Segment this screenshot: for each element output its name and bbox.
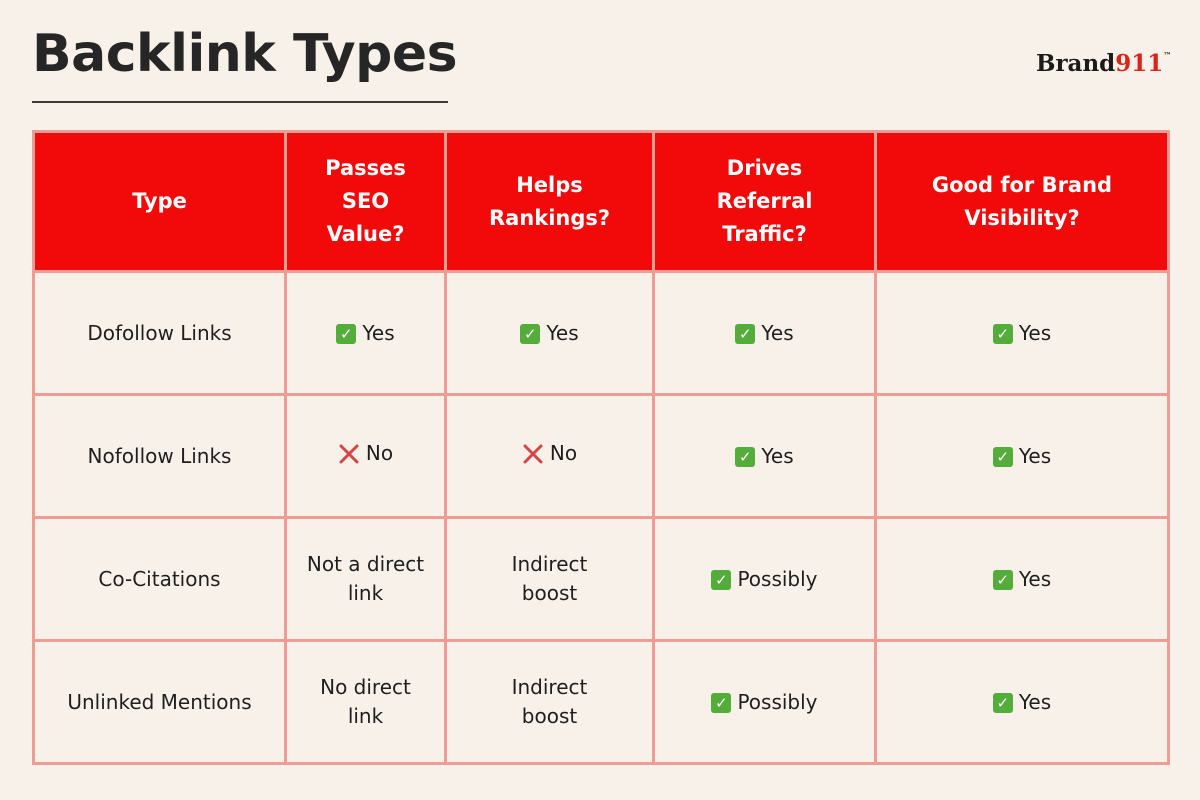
check-icon: ✓ bbox=[735, 323, 756, 344]
table-cell: ✓ Yes bbox=[874, 393, 1170, 519]
cell-text: Possibly bbox=[737, 690, 818, 715]
cross-icon bbox=[338, 443, 360, 465]
cell-text: Not a direct link bbox=[306, 552, 425, 605]
cell-content: Indirect boost bbox=[490, 550, 610, 608]
cell-text: Yes bbox=[362, 321, 395, 346]
cell-text: Possibly bbox=[737, 567, 818, 592]
table-cell: No direct link bbox=[284, 639, 447, 765]
cell-content: Indirect boost bbox=[490, 673, 610, 731]
header-good-for-brand-visibility-label: Good for Brand Visibility? bbox=[931, 172, 1113, 230]
cell-text: Yes bbox=[761, 321, 794, 346]
logo-text: Brand bbox=[1036, 50, 1116, 77]
cell-content: Not a direct link bbox=[306, 550, 426, 608]
cell-content: ✓ Yes bbox=[520, 319, 579, 348]
check-icon: ✓ bbox=[735, 446, 756, 467]
table-row: Co-Citations Not a direct link Indirect bo… bbox=[32, 516, 1170, 642]
check-icon: ✓ bbox=[992, 569, 1013, 590]
row-type-cell: Unlinked Mentions bbox=[32, 639, 287, 765]
cell-text: Yes bbox=[1018, 567, 1052, 592]
table-cell: ✓ Yes bbox=[874, 516, 1170, 642]
table-cell: ✓ Possibly bbox=[652, 639, 877, 765]
cell-content: No bbox=[522, 439, 577, 468]
cell-content: ✓ Yes bbox=[735, 319, 794, 348]
logo-number: 911 bbox=[1115, 50, 1164, 77]
table-cell: No bbox=[444, 393, 655, 519]
table-cell: ✓ Possibly bbox=[652, 516, 877, 642]
header-passes-seo-value: Passes SEO Value? bbox=[284, 130, 447, 273]
check-icon: ✓ bbox=[992, 692, 1013, 713]
brand-logo: Brand911™ bbox=[1036, 40, 1171, 79]
cell-content: No bbox=[338, 439, 393, 468]
title-underline bbox=[32, 101, 448, 103]
cell-content: ✓ Yes bbox=[735, 442, 794, 471]
cell-text: Yes bbox=[761, 444, 794, 469]
check-icon: ✓ bbox=[992, 446, 1013, 467]
check-icon: ✓ bbox=[992, 323, 1013, 344]
table-cell: No bbox=[284, 393, 447, 519]
cell-text: No direct link bbox=[320, 675, 411, 728]
header-drives-referral-traffic: Drives Referral Traffic? bbox=[652, 130, 877, 273]
cell-content: ✓ Yes bbox=[336, 319, 395, 348]
table-row: Unlinked Mentions No direct link Indirect … bbox=[32, 639, 1170, 765]
cell-content: ✓ Yes bbox=[992, 565, 1052, 594]
table-cell: ✓ Yes bbox=[652, 270, 877, 396]
cell-content: ✓ Yes bbox=[992, 442, 1052, 471]
check-icon: ✓ bbox=[336, 323, 357, 344]
cell-text: No bbox=[365, 441, 394, 466]
cross-icon bbox=[522, 443, 544, 465]
table-cell: ✓ Yes bbox=[874, 270, 1170, 396]
header-passes-seo-value-label: Passes SEO Value? bbox=[325, 156, 406, 246]
table-header-row: Type Passes SEO Value? Helps Rankings? D… bbox=[32, 130, 1170, 273]
table-cell: ✓ Yes bbox=[652, 393, 877, 519]
cell-text: No bbox=[549, 441, 578, 466]
row-type-cell: Co-Citations bbox=[32, 516, 287, 642]
cell-content: ✓ Possibly bbox=[711, 688, 818, 717]
header-type: Type bbox=[32, 130, 287, 273]
header-good-for-brand-visibility: Good for Brand Visibility? bbox=[874, 130, 1170, 273]
check-icon: ✓ bbox=[711, 569, 732, 590]
backlink-types-table: Type Passes SEO Value? Helps Rankings? D… bbox=[32, 130, 1170, 765]
cell-text: Yes bbox=[1018, 321, 1052, 346]
table-cell: Indirect boost bbox=[444, 516, 655, 642]
row-type-cell: Dofollow Links bbox=[32, 270, 287, 396]
logo-trademark: ™ bbox=[1163, 50, 1172, 60]
table-row: Dofollow Links ✓ Yes ✓ Yes ✓ Yes ✓ Yes bbox=[32, 270, 1170, 396]
cell-text: Yes bbox=[546, 321, 579, 346]
table-row: Nofollow Links No No ✓ Yes ✓ Yes bbox=[32, 393, 1170, 519]
table-cell: ✓ Yes bbox=[874, 639, 1170, 765]
cell-text: Yes bbox=[1018, 444, 1052, 469]
cell-content: ✓ Yes bbox=[992, 319, 1052, 348]
cell-text: Indirect boost bbox=[511, 552, 588, 605]
check-icon: ✓ bbox=[520, 323, 541, 344]
page-title: Backlink Types bbox=[32, 24, 458, 84]
check-icon: ✓ bbox=[711, 692, 732, 713]
header-drives-referral-traffic-label: Drives Referral Traffic? bbox=[716, 156, 813, 246]
table-cell: ✓ Yes bbox=[284, 270, 447, 396]
row-type-cell: Nofollow Links bbox=[32, 393, 287, 519]
cell-text: Indirect boost bbox=[511, 675, 588, 728]
cell-text: Yes bbox=[1018, 690, 1052, 715]
table-cell: Indirect boost bbox=[444, 639, 655, 765]
header-helps-rankings: Helps Rankings? bbox=[444, 130, 655, 273]
table-cell: Not a direct link bbox=[284, 516, 447, 642]
cell-content: ✓ Yes bbox=[992, 688, 1052, 717]
table-cell: ✓ Yes bbox=[444, 270, 655, 396]
cell-content: ✓ Possibly bbox=[711, 565, 818, 594]
header-helps-rankings-label: Helps Rankings? bbox=[488, 172, 611, 230]
cell-content: No direct link bbox=[306, 673, 426, 731]
